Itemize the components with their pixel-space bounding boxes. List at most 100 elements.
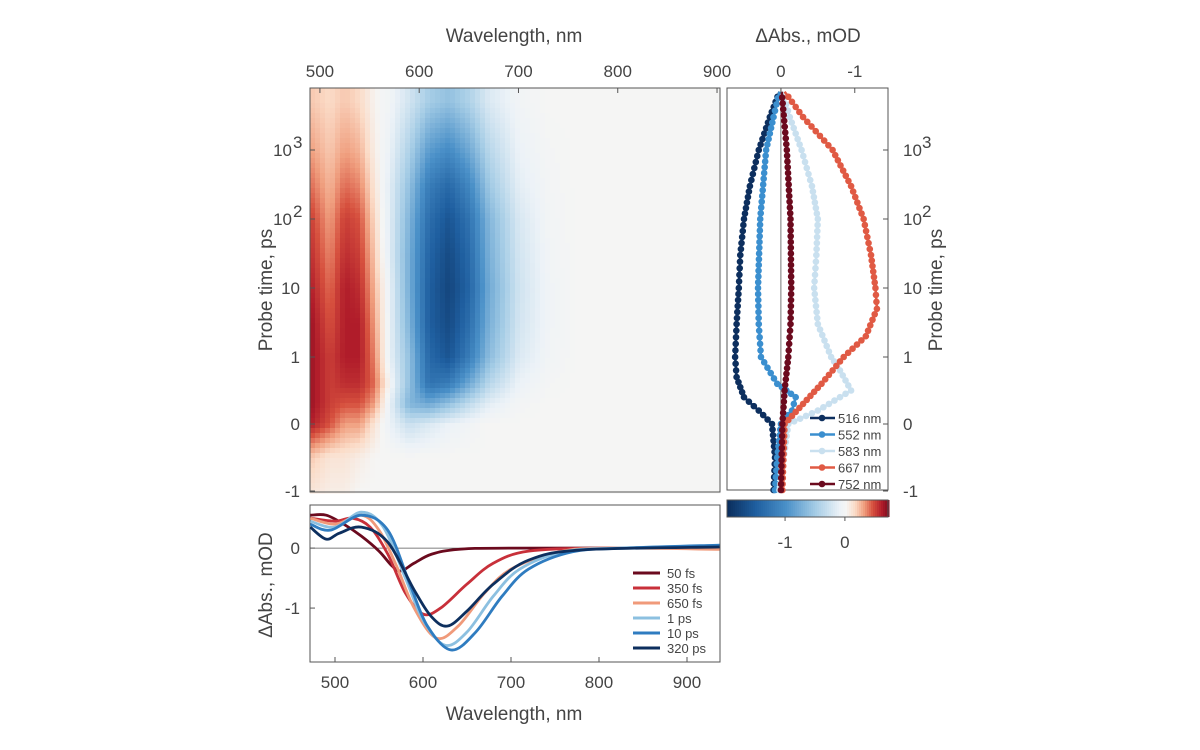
heatmap-cell — [645, 263, 651, 269]
heatmap-cell — [560, 258, 566, 264]
heatmap-cell — [605, 373, 611, 379]
heatmap-cell — [625, 193, 631, 199]
heatmap-cell — [490, 378, 496, 384]
heatmap-cell — [675, 363, 681, 369]
heatmap-cell — [460, 88, 466, 94]
heatmap-cell — [320, 213, 326, 219]
heatmap-cell — [320, 278, 326, 284]
heatmap-cell — [515, 193, 521, 199]
heatmap-cell — [555, 263, 561, 269]
heatmap-cell — [355, 118, 361, 124]
heatmap-cell — [665, 373, 671, 379]
heatmap-cell — [380, 238, 386, 244]
heatmap-cell — [635, 343, 641, 349]
heatmap-cell — [510, 153, 516, 159]
heatmap-cell — [370, 188, 376, 194]
heatmap-cell — [415, 338, 421, 344]
heatmap-cell — [485, 293, 491, 299]
heatmap-cell — [335, 113, 341, 119]
heatmap-cell — [410, 383, 416, 389]
heatmap-cell — [705, 173, 711, 179]
heatmap-cell — [510, 238, 516, 244]
heatmap-cell — [620, 368, 626, 374]
heatmap-cell — [675, 353, 681, 359]
heatmap-cell — [415, 388, 421, 394]
heatmap-cell — [610, 243, 616, 249]
heatmap-cell — [645, 128, 651, 134]
heatmap-cell — [550, 288, 556, 294]
heatmap-cell — [520, 133, 526, 139]
heatmap-cell — [470, 133, 476, 139]
heatmap-cell — [360, 93, 366, 99]
heatmap-cell — [340, 108, 346, 114]
heatmap-cell — [370, 103, 376, 109]
heatmap-cell — [365, 253, 371, 259]
heatmap-cell — [335, 198, 341, 204]
heatmap-cell — [350, 183, 356, 189]
heatmap-cell — [360, 98, 366, 104]
heatmap-cell — [550, 303, 556, 309]
heatmap-cell — [535, 378, 541, 384]
heatmap-cell — [665, 173, 671, 179]
heatmap-cell — [450, 378, 456, 384]
heatmap-cell — [680, 218, 686, 224]
heatmap-cell — [655, 238, 661, 244]
heatmap-cell — [390, 373, 396, 379]
heatmap-cell — [535, 343, 541, 349]
heatmap-cell — [370, 313, 376, 319]
heatmap-cell — [505, 338, 511, 344]
heatmap-cell — [675, 268, 681, 274]
heatmap-cell — [620, 308, 626, 314]
heatmap-cell — [410, 173, 416, 179]
heatmap-cell — [595, 188, 601, 194]
heatmap-cell — [590, 153, 596, 159]
heatmap-cell — [310, 108, 316, 114]
heatmap-cell — [490, 348, 496, 354]
heatmap-cell — [660, 343, 666, 349]
heatmap-cell — [690, 203, 696, 209]
heatmap-cell — [685, 93, 691, 99]
heatmap-cell — [540, 278, 546, 284]
heatmap-cell — [670, 203, 676, 209]
heatmap-cell — [370, 223, 376, 229]
heatmap-cell — [545, 173, 551, 179]
heatmap-cell — [520, 288, 526, 294]
heatmap-cell — [550, 253, 556, 259]
heatmap-cell — [390, 218, 396, 224]
heatmap-cell — [350, 343, 356, 349]
heatmap-cell — [500, 318, 506, 324]
heatmap-cell — [365, 313, 371, 319]
heatmap-cell — [555, 173, 561, 179]
heatmap-cell — [490, 278, 496, 284]
heatmap-cell — [385, 213, 391, 219]
heatmap-cell — [475, 208, 481, 214]
heatmap-cell — [330, 193, 336, 199]
heatmap-cell — [400, 188, 406, 194]
heatmap-cell — [645, 258, 651, 264]
heatmap-cell — [415, 248, 421, 254]
heatmap-cell — [360, 248, 366, 254]
heatmap-cell — [500, 328, 506, 334]
heatmap-cell — [655, 128, 661, 134]
heatmap-cell — [465, 168, 471, 174]
heatmap-cell — [420, 318, 426, 324]
heatmap-cell — [310, 88, 316, 94]
heatmap-cell — [535, 98, 541, 104]
heatmap-cell — [370, 263, 376, 269]
heatmap-cell — [330, 283, 336, 289]
heatmap-cell — [440, 253, 446, 259]
heatmap-cell — [680, 378, 686, 384]
heatmap-cell — [415, 128, 421, 134]
heatmap-cell — [525, 93, 531, 99]
heatmap-cell — [620, 298, 626, 304]
heatmap-cell — [595, 318, 601, 324]
heatmap-cell — [430, 183, 436, 189]
heatmap-cell — [445, 143, 451, 149]
heatmap-cell — [565, 383, 571, 389]
heatmap-cell — [435, 388, 441, 394]
heatmap-cell — [360, 313, 366, 319]
heatmap-cell — [350, 193, 356, 199]
heatmap-cell — [560, 263, 566, 269]
heatmap-cell — [380, 193, 386, 199]
heatmap-cell — [670, 133, 676, 139]
